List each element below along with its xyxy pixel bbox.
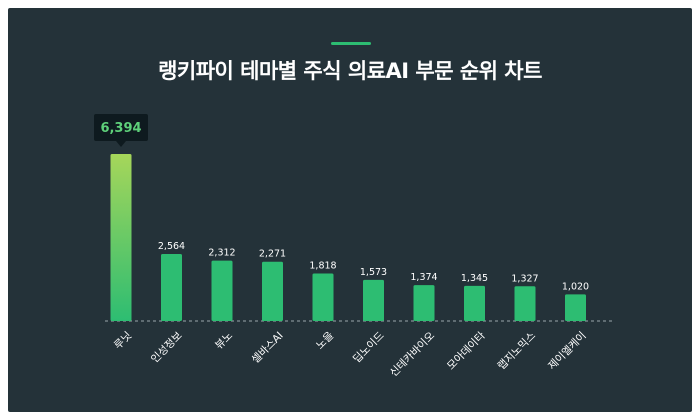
value-label-제이엘케이: 1,020 bbox=[562, 281, 589, 292]
bar-랩지노믹스 bbox=[514, 286, 536, 321]
top-value-tooltip: 6,394 bbox=[94, 114, 148, 147]
bar-루닛 bbox=[110, 154, 132, 321]
value-label-노을: 1,818 bbox=[309, 261, 336, 272]
bar-딥노이드 bbox=[363, 279, 384, 321]
category-label-루닛: 루닛 bbox=[112, 330, 134, 352]
bar-뷰노 bbox=[211, 260, 233, 321]
value-label-딥노이드: 1,573 bbox=[360, 267, 387, 278]
bar-인성정보 bbox=[161, 254, 182, 321]
value-label-랩지노믹스: 1,327 bbox=[511, 273, 538, 284]
category-label-딥노이드: 딥노이드 bbox=[351, 329, 387, 365]
value-label-신테카바이오: 1,374 bbox=[410, 272, 437, 283]
value-label-루닛: 6,394 bbox=[100, 121, 141, 136]
tooltip-pointer bbox=[116, 141, 126, 147]
bar-제이엘케이 bbox=[565, 294, 586, 321]
bar-노을 bbox=[312, 273, 334, 321]
category-label-인성정보: 인성정보 bbox=[149, 329, 185, 365]
chart-title: 랭키파이 테마별 주식 의료AI 부문 순위 차트 bbox=[158, 59, 542, 83]
bar-신테카바이오 bbox=[413, 285, 435, 321]
value-label-모아데이타: 1,345 bbox=[461, 273, 488, 284]
category-label-뷰노: 뷰노 bbox=[213, 329, 235, 351]
category-label-모아데이타: 모아데이타 bbox=[445, 329, 488, 372]
bar-셀바스AI bbox=[262, 261, 283, 321]
value-label-뷰노: 2,312 bbox=[208, 248, 235, 259]
value-label-셀바스AI: 2,271 bbox=[259, 249, 286, 260]
bar-모아데이타 bbox=[464, 285, 485, 321]
title-accent-line bbox=[331, 42, 371, 45]
category-label-랩지노믹스: 랩지노믹스 bbox=[496, 329, 539, 372]
category-label-노을: 노을 bbox=[314, 329, 336, 351]
category-label-제이엘케이: 제이엘케이 bbox=[545, 329, 588, 372]
tooltip-box bbox=[94, 114, 148, 141]
category-label-셀바스AI: 셀바스AI bbox=[249, 330, 285, 366]
value-label-인성정보: 2,564 bbox=[158, 241, 185, 252]
category-label-신테카바이오: 신테카바이오 bbox=[388, 329, 438, 379]
